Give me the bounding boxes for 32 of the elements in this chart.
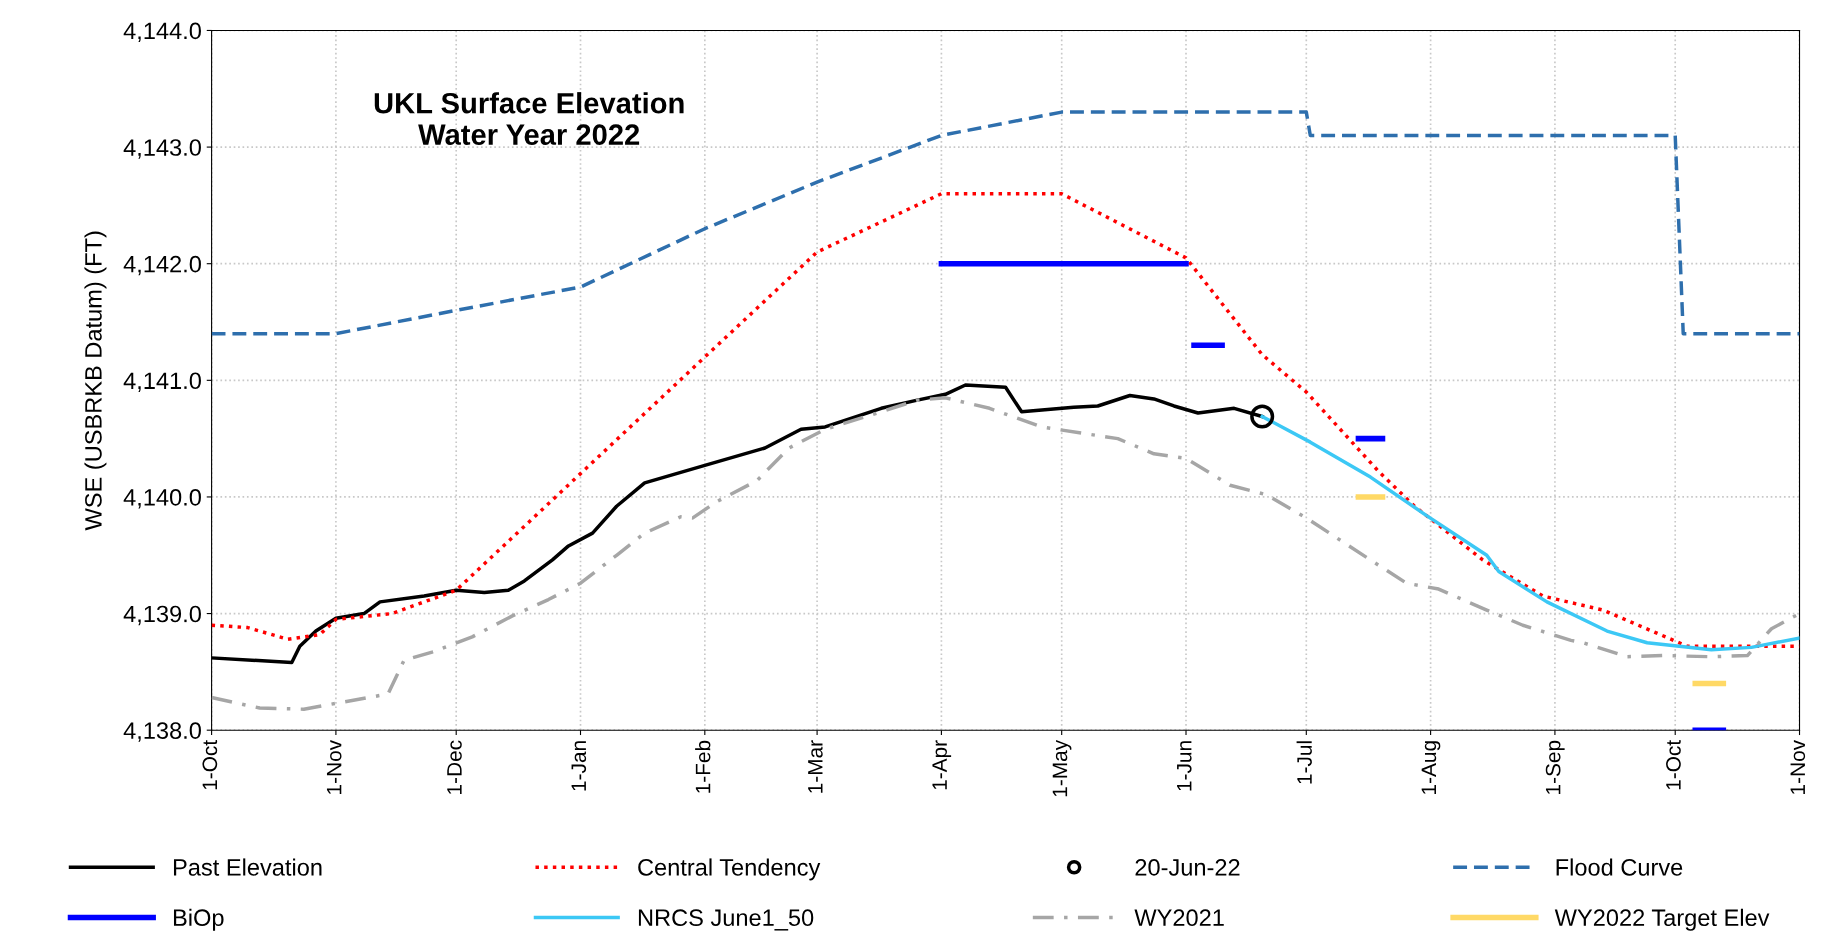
legend-label: NRCS June1_50 — [638, 909, 814, 931]
x-tick-label: 1-Jun — [1177, 741, 1192, 791]
x-tick-label: 1-Jul — [1296, 741, 1312, 784]
text: UKL Surface Elevation Water Year 2022 — [374, 92, 684, 145]
x-tick-label: 1-Jan — [571, 741, 587, 791]
legend-label: BiOp — [173, 908, 224, 931]
x-tick-label: 1-Nov — [1790, 739, 1806, 794]
x-tick-label: 1-Dec — [447, 740, 462, 794]
legend-label: Flood Curve — [1556, 858, 1683, 876]
x-tick-label: 1-Apr — [932, 740, 952, 790]
legend-label: Past Elevation — [173, 858, 322, 876]
y-tick-label: 4,141.0 — [123, 372, 201, 392]
x-tick-label: 1-Nov — [326, 739, 342, 794]
x-tick-label: 1-Sep — [1545, 740, 1565, 794]
y-tick-label: 4,144.0 — [123, 22, 201, 43]
y-tick-label: 4,139.0 — [123, 605, 201, 626]
legend-label: 20-Jun-22 — [1135, 859, 1240, 876]
x-tick-label: 1-Feb — [695, 740, 711, 793]
legend-label: Central Tendency — [638, 858, 821, 881]
x-tick-label: 1-Oct — [1666, 740, 1681, 790]
y-tick-label: 4,140.0 — [123, 489, 201, 509]
legend-label: WY2021 — [1134, 909, 1224, 927]
y-axis-title: WSE (USBRKB Datum) (FT) — [84, 231, 107, 531]
x-tick-label: 1-Aug — [1421, 741, 1441, 794]
legend-label: WY2022 Target Elev — [1554, 908, 1770, 931]
x-tick-label: 1-Mar — [808, 740, 823, 793]
y-tick-label: 4,143.0 — [123, 139, 201, 159]
x-tick-label: 1-Oct — [202, 740, 218, 790]
y-tick-label: 4,138.0 — [123, 722, 201, 742]
line-series — [211, 396, 1800, 711]
x-tick-label: 1-May — [1052, 739, 1072, 797]
y-tick-label: 4,142.0 — [123, 255, 201, 276]
